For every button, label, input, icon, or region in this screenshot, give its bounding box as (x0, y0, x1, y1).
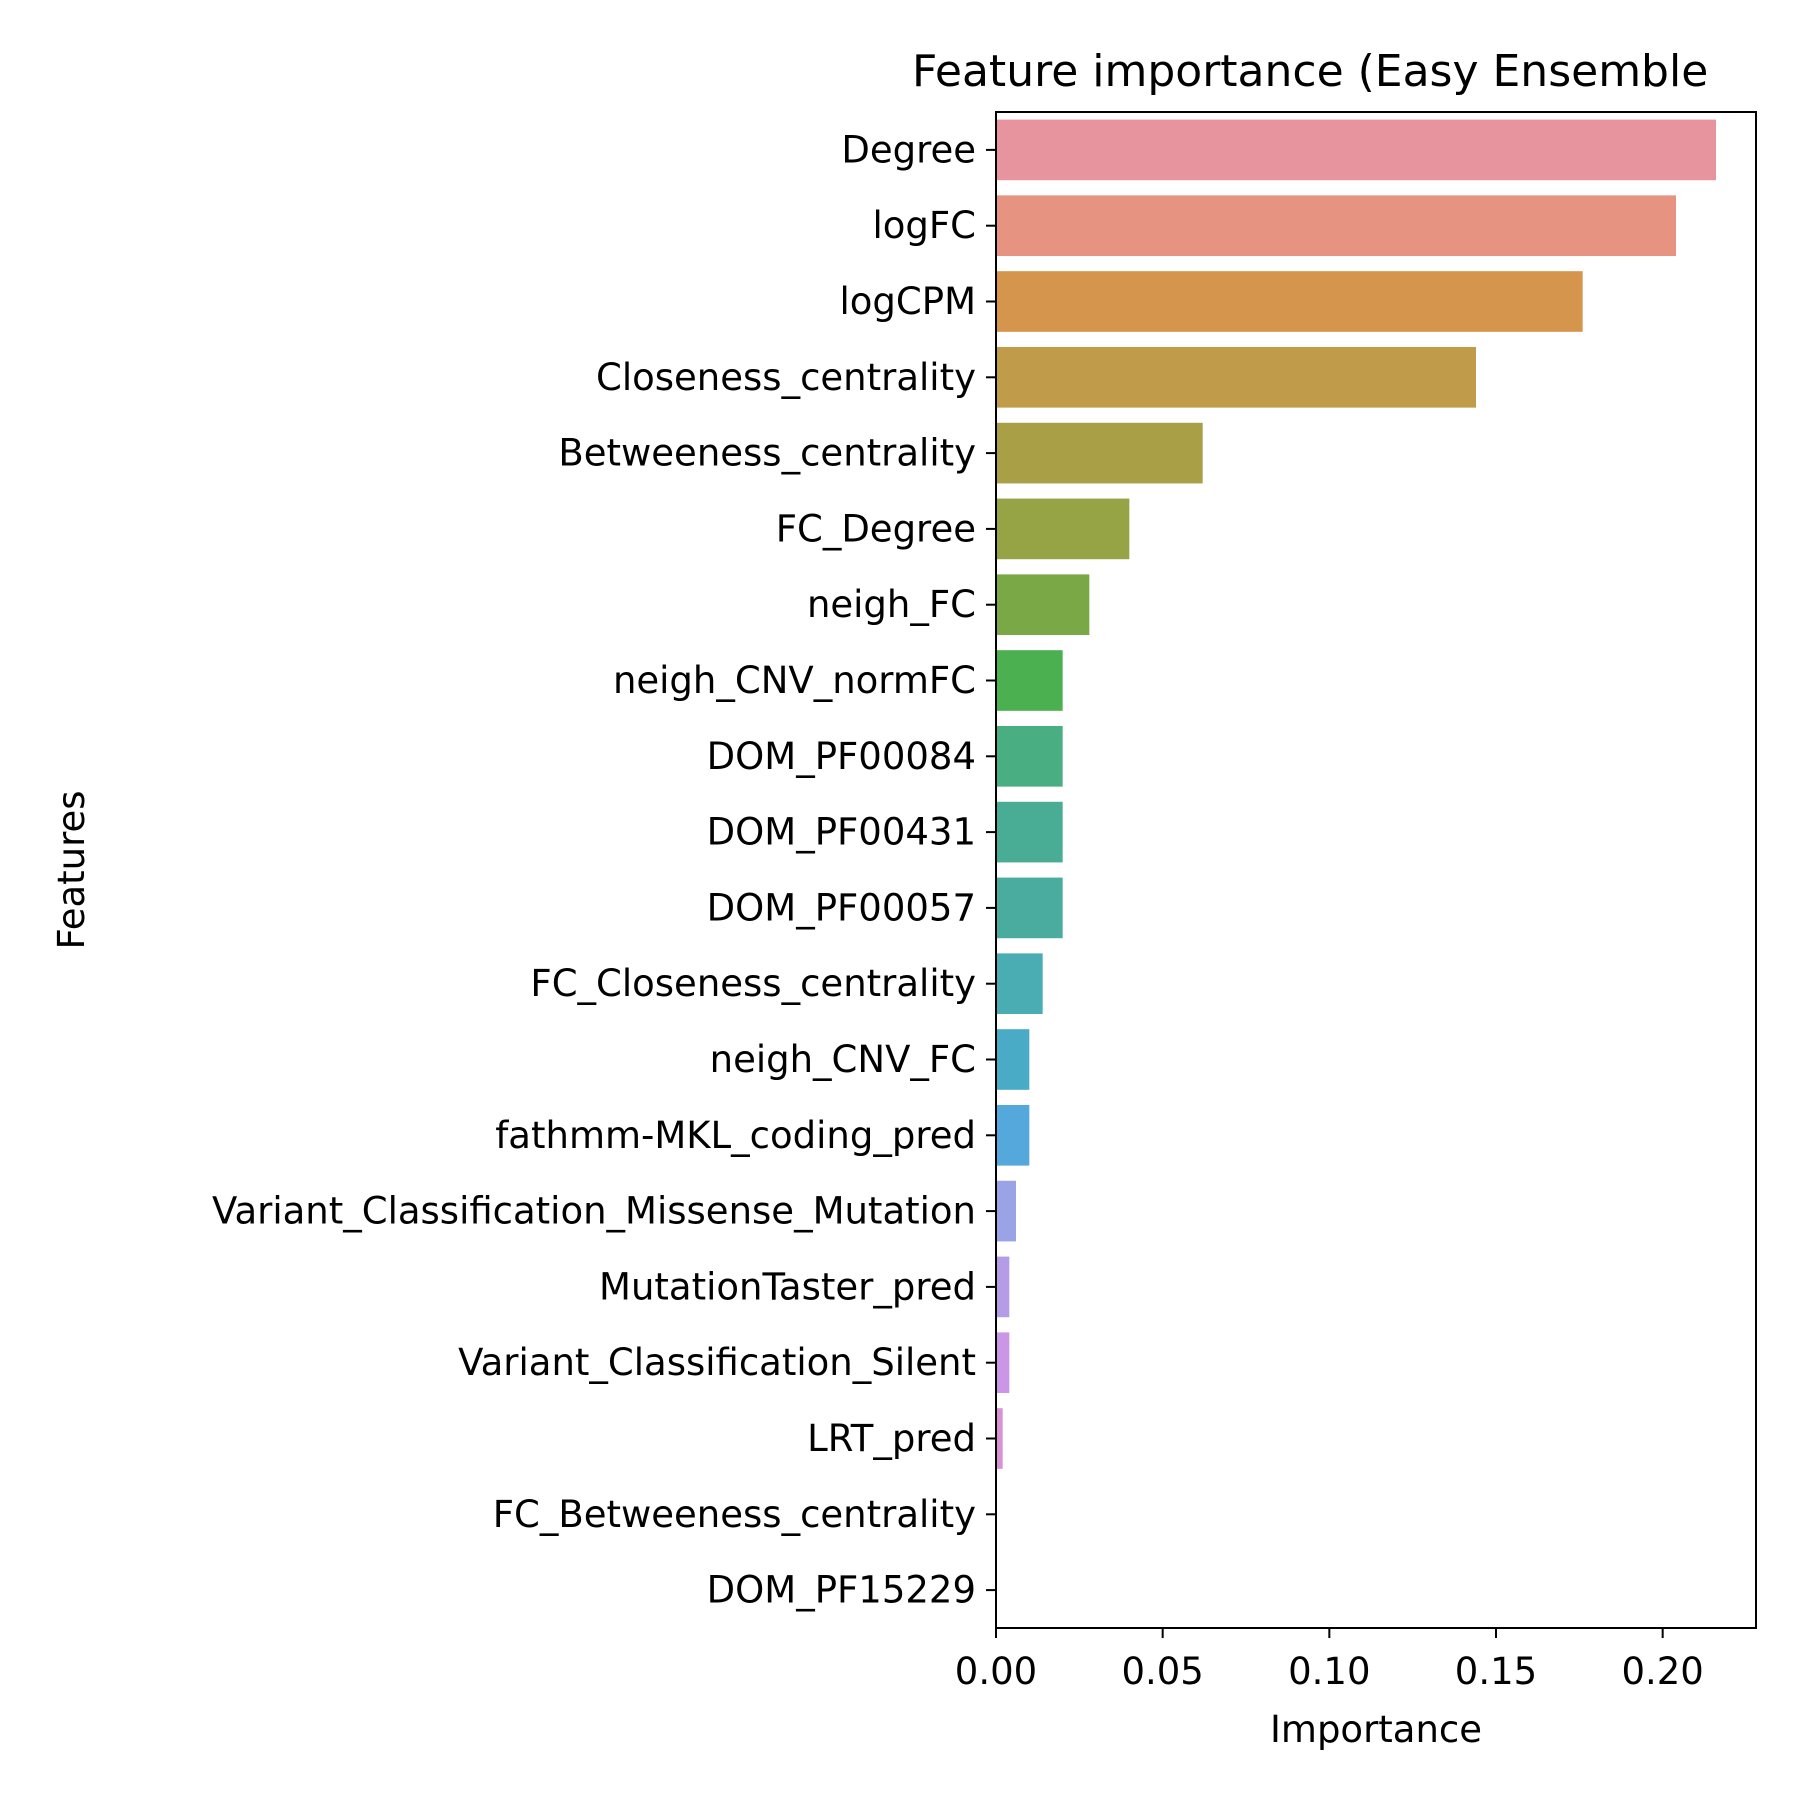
x-axis-ticks: 0.00 0.05 0.10 0.15 0.20 (955, 1628, 1704, 1693)
bar-0 (996, 119, 1716, 181)
y-tick-label: MutationTaster_pred (599, 1265, 976, 1308)
y-tick-label: Degree (841, 128, 976, 171)
y-tick-label: neigh_CNV_FC (710, 1038, 976, 1081)
bar-13 (996, 1104, 1030, 1166)
bar-6 (996, 574, 1090, 636)
x-tick-label: 0.10 (1288, 1650, 1370, 1693)
y-tick-label: FC_Closeness_centrality (530, 962, 976, 1005)
y-tick-label: Variant_Classification_Silent (458, 1341, 976, 1384)
bar-9 (996, 801, 1063, 863)
x-tick-label: 0.05 (1121, 1650, 1203, 1693)
y-tick-label: FC_Betweeness_centrality (493, 1493, 976, 1536)
chart-title: Feature importance (Easy Ensemble (912, 46, 1708, 97)
y-tick-label: Betweeness_centrality (558, 432, 976, 475)
bar-16 (996, 1332, 1010, 1394)
y-tick-label: neigh_CNV_normFC (613, 659, 976, 702)
y-tick-label: DOM_PF00084 (707, 735, 976, 778)
bar-8 (996, 725, 1063, 787)
y-tick-label: logCPM (840, 280, 976, 323)
y-axis-label: Features (50, 790, 93, 949)
plot-frame (995, 111, 1757, 1629)
y-tick-label: neigh_FC (807, 583, 976, 626)
x-tick-label: 0.15 (1455, 1650, 1537, 1693)
x-tick-label: 0.20 (1621, 1650, 1703, 1693)
bar-17 (996, 1408, 1003, 1469)
bar-1 (996, 195, 1676, 257)
x-axis-label: Importance (1270, 1708, 1482, 1751)
bar-15 (996, 1256, 1010, 1318)
y-tick-label: DOM_PF15229 (707, 1569, 976, 1612)
bar-11 (996, 953, 1043, 1015)
y-axis-ticks: Degree logFC logCPM Closeness_centrality Bet… (212, 128, 996, 1612)
bar-5 (996, 498, 1130, 560)
y-tick-label: FC_Degree (776, 507, 976, 550)
y-tick-label: fathmm-MKL_coding_pred (495, 1114, 976, 1157)
y-tick-label: LRT_pred (807, 1417, 976, 1460)
bars-group (996, 119, 1716, 1469)
y-tick-label: DOM_PF00431 (707, 811, 976, 854)
bar-12 (996, 1029, 1030, 1090)
bar-4 (996, 422, 1203, 484)
bar-3 (996, 346, 1476, 408)
bar-10 (996, 877, 1063, 939)
bar-14 (996, 1180, 1016, 1242)
y-tick-label: logFC (872, 204, 976, 247)
bar-7 (996, 650, 1063, 711)
x-tick-label: 0.00 (955, 1650, 1037, 1693)
bar-2 (996, 271, 1583, 332)
y-tick-label: DOM_PF00057 (707, 886, 976, 929)
y-tick-label: Variant_Classification_Missense_Mutation (212, 1190, 976, 1233)
y-tick-label: Closeness_centrality (596, 356, 976, 399)
